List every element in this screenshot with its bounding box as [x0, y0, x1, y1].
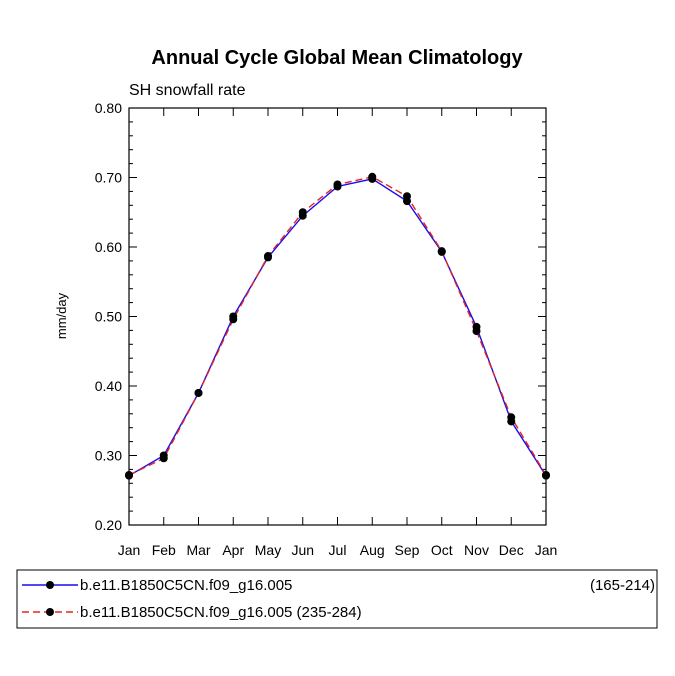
x-tick-label: Aug	[360, 542, 385, 558]
chart-title: Annual Cycle Global Mean Climatology	[151, 47, 523, 69]
y-tick-label: 0.50	[95, 309, 122, 325]
y-tick-label: 0.60	[95, 239, 122, 255]
data-point-series-2	[507, 413, 516, 422]
data-point-series-2	[159, 454, 168, 463]
data-point-series-2	[298, 208, 307, 217]
plot-frame	[128, 107, 547, 526]
data-point-series-2	[194, 388, 203, 397]
y-tick-label: 0.40	[95, 378, 122, 394]
series-line-2	[128, 176, 547, 476]
y-tick-label: 0.70	[95, 170, 122, 186]
plot-labels: 0.20 0.30 0.40 0.50 0.60 0.70 0.80 Jan Feb Mar Apr…	[95, 100, 558, 558]
data-point-series-2	[472, 327, 481, 336]
legend-box	[16, 569, 658, 629]
x-tick-label: Sep	[395, 542, 420, 558]
data-point-series-2	[368, 172, 377, 181]
chart-subtitle: SH snowfall rate	[129, 82, 246, 99]
y-axis-label: mm/day	[54, 292, 69, 339]
plot-ticks	[128, 107, 547, 526]
x-tick-label: Apr	[222, 542, 244, 558]
data-point-series-2	[229, 315, 238, 324]
x-tick-label: Jan	[118, 542, 141, 558]
y-tick-label: 0.80	[95, 100, 122, 116]
data-point-series-2	[333, 180, 342, 189]
x-tick-label: Nov	[464, 542, 489, 558]
y-tick-label: 0.20	[95, 517, 122, 533]
data-point-series-2	[403, 192, 411, 201]
legend-label-series-1: b.e11.B1850C5CN.f09_g16.005	[80, 577, 292, 594]
x-tick-label: May	[255, 542, 281, 558]
data-point-series-2	[264, 252, 272, 261]
x-tick-label: Mar	[186, 542, 210, 558]
series-line-1	[128, 178, 547, 477]
x-tick-label: Oct	[431, 542, 453, 558]
x-tick-label: Jul	[329, 542, 347, 558]
legend: b.e11.B1850C5CN.f09_g16.005 (165-214) b.…	[16, 569, 658, 629]
x-tick-label: Jun	[291, 542, 314, 558]
x-tick-label: Feb	[152, 542, 176, 558]
legend-range-series-1: (165-214)	[590, 577, 655, 594]
x-tick-label: Jan	[535, 542, 558, 558]
y-tick-label: 0.30	[95, 448, 122, 464]
data-point-series-2	[437, 247, 446, 256]
legend-marker-series-1	[46, 581, 54, 589]
legend-label-series-2: b.e11.B1850C5CN.f09_g16.005 (235-284)	[80, 604, 362, 621]
plot-series	[125, 172, 550, 480]
legend-marker-series-2	[46, 608, 54, 616]
x-tick-label: Dec	[499, 542, 524, 558]
